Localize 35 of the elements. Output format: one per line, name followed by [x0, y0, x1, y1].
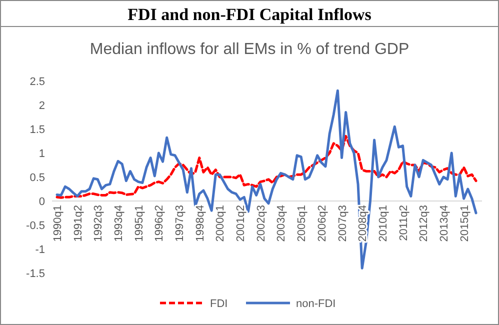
y-tick-label: 2.5: [30, 76, 45, 88]
x-tick-label: 2006q2: [316, 205, 328, 242]
y-tick-label: -1: [35, 244, 45, 256]
x-tick-label: 1991q2: [72, 205, 84, 242]
line-series: [56, 134, 478, 199]
legend-label: non-FDI: [296, 298, 336, 310]
legend-label: FDI: [210, 298, 228, 310]
x-tick-label: 1993q4: [113, 205, 126, 242]
x-tick-label: 2003q4: [276, 205, 288, 242]
x-tick-label: 1996q2: [154, 205, 166, 242]
x-tick-label: 1990q1: [52, 205, 64, 242]
x-tick-label: 2005q1: [296, 205, 308, 242]
x-tick-label: 2012q3: [418, 205, 430, 242]
y-tick-label: -1.5: [26, 268, 45, 280]
chart-subtitle: Median inflows for all EMs in % of trend GDP: [90, 41, 410, 58]
x-tick-label: 2000q1: [214, 205, 227, 242]
x-tick-label: 1995q1: [133, 205, 146, 242]
x-tick-label: 2010q1: [377, 205, 390, 242]
y-tick-label: -0.5: [26, 220, 45, 232]
y-tick-label: 2: [38, 100, 45, 112]
x-tick-label: 1997q3: [174, 205, 186, 242]
x-tick-label: 2007q3: [336, 205, 349, 242]
x-tick-label: 1998q4: [194, 205, 206, 242]
x-tick-label: 2002q3: [255, 205, 268, 242]
x-tick-label: 2008q4: [357, 205, 370, 242]
x-tick-label: 2011q2: [398, 205, 410, 241]
y-tick-label: 0.5: [30, 172, 45, 184]
x-tick-label: 1992q3: [92, 205, 105, 242]
x-tick-label: 2015q1: [458, 205, 471, 242]
y-tick-label: 1.5: [30, 124, 45, 136]
chart-title: FDI and non-FDI Capital Inflows: [128, 5, 372, 24]
x-tick-label: 2001q2: [235, 205, 248, 242]
y-tick-label: 1: [38, 148, 45, 160]
y-tick-label: 0: [38, 196, 45, 208]
x-tick-label: 2013q4: [438, 205, 450, 242]
